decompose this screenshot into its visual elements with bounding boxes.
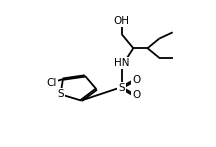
Text: O: O bbox=[132, 75, 140, 85]
Text: S: S bbox=[118, 83, 125, 93]
Text: HN: HN bbox=[114, 58, 129, 68]
Text: Cl: Cl bbox=[47, 77, 57, 87]
Text: OH: OH bbox=[114, 16, 130, 26]
Text: O: O bbox=[132, 90, 140, 100]
Text: S: S bbox=[57, 89, 64, 99]
